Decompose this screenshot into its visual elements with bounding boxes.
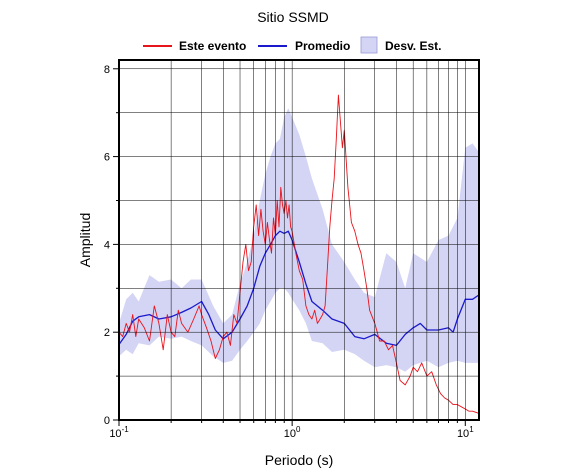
y-tick-label: 0 bbox=[104, 415, 110, 427]
plot-area bbox=[119, 94, 479, 414]
y-tick-label: 4 bbox=[104, 239, 110, 251]
x-axis-label: Periodo (s) bbox=[265, 452, 333, 468]
x-tick-label: 100 bbox=[284, 425, 301, 440]
legend-label-este-evento: Este evento bbox=[179, 39, 246, 53]
legend-label-promedio: Promedio bbox=[295, 39, 350, 53]
y-tick-label: 8 bbox=[104, 64, 110, 76]
y-axis-label: Amplitud bbox=[77, 213, 93, 267]
series-line-promedio bbox=[119, 230, 479, 347]
plot-frame bbox=[118, 59, 480, 421]
y-tick-label: 6 bbox=[104, 152, 110, 164]
axes-frame bbox=[118, 59, 480, 421]
std-dev-band bbox=[119, 108, 479, 372]
chart-title: Sitio SSMD bbox=[257, 9, 329, 25]
y-tick-label: 2 bbox=[104, 327, 110, 339]
tick-labels: 0 2 4 6 8 10-1 100 101 bbox=[104, 64, 474, 440]
legend-label-desv-est: Desv. Est. bbox=[385, 39, 441, 53]
legend-swatch-desv-est bbox=[360, 36, 378, 54]
series-line-este-evento bbox=[119, 94, 479, 414]
x-tick-label: 10-1 bbox=[109, 425, 129, 440]
legend: Este evento Promedio Desv. Est. bbox=[143, 36, 441, 54]
x-tick-label: 101 bbox=[457, 425, 474, 440]
